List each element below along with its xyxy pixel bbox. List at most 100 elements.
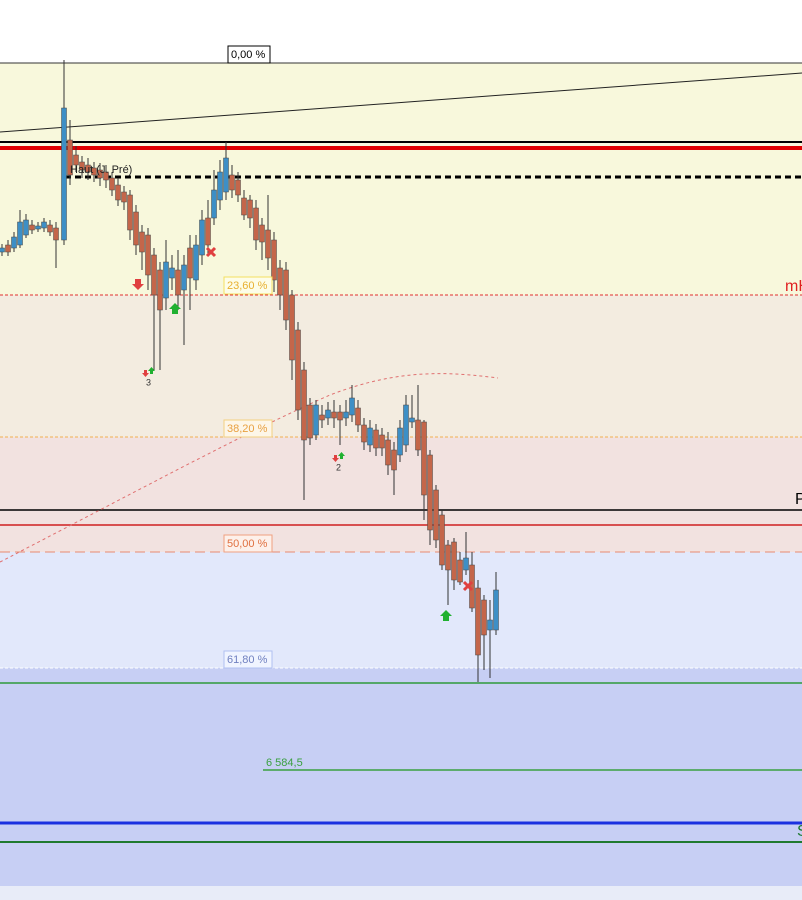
candle-body <box>265 229 271 259</box>
sell-arrow <box>142 370 149 377</box>
candle-body <box>451 541 457 581</box>
candle-body <box>199 219 205 256</box>
candle-body <box>481 599 487 636</box>
candle-body <box>403 404 409 446</box>
moving-average <box>0 373 499 563</box>
fib-label-box <box>227 45 271 64</box>
fib-label-box <box>223 534 273 553</box>
candle-body <box>307 404 313 439</box>
candle-body <box>493 589 499 631</box>
signal-count: 2 <box>336 462 341 472</box>
candle-body <box>133 211 139 246</box>
candle-body <box>241 197 247 216</box>
candle-body <box>139 231 145 253</box>
candle-body <box>73 154 79 166</box>
sell-arrow <box>132 279 144 290</box>
candle-body <box>487 619 493 631</box>
candle-body <box>29 224 35 231</box>
candle-body <box>325 409 331 419</box>
fib-label: 50,00 % <box>227 538 268 550</box>
candle-body <box>331 411 337 419</box>
candle-body <box>145 234 151 276</box>
candles <box>0 60 499 682</box>
candle-body <box>463 557 469 571</box>
sell-arrow <box>332 455 339 462</box>
candle-body <box>439 514 445 566</box>
candle-body <box>355 407 361 426</box>
candle-body <box>475 587 481 656</box>
candle-body <box>259 224 265 243</box>
candle-body <box>277 267 283 296</box>
candle-body <box>23 219 29 236</box>
buy-arrow <box>148 367 155 374</box>
trend-line <box>0 72 802 133</box>
candle-body <box>445 544 451 571</box>
candle-body <box>427 454 433 531</box>
candle-body <box>361 424 367 443</box>
candle-body <box>283 269 289 321</box>
candle-body <box>41 221 47 229</box>
buy-arrow <box>440 610 452 621</box>
candle-body <box>193 244 199 281</box>
candle-body <box>379 434 385 449</box>
fib-label-box <box>223 276 273 295</box>
exit-mark <box>205 246 217 258</box>
candle-body <box>91 167 97 176</box>
candle-body <box>109 177 115 191</box>
candle-body <box>229 174 235 191</box>
candle-body <box>187 247 193 279</box>
fib-label: 0,00 % <box>231 49 265 61</box>
zone <box>0 552 802 668</box>
candle-body <box>223 157 229 193</box>
candle-body <box>421 421 427 496</box>
candle-body <box>349 397 355 416</box>
candle-body <box>11 236 17 249</box>
zone <box>0 668 802 886</box>
mh-label: mH <box>785 278 802 295</box>
candle-body <box>253 207 259 241</box>
candle-body <box>397 427 403 456</box>
signal-count: 3 <box>146 377 151 387</box>
candle-body <box>211 189 217 219</box>
candle-body <box>157 269 163 311</box>
buy-arrow <box>169 303 181 314</box>
candle-body <box>319 414 325 421</box>
candle-body <box>409 417 415 423</box>
fib-label: 61,80 % <box>227 654 268 666</box>
candle-body <box>373 429 379 449</box>
candle-body <box>17 221 23 246</box>
fib-label: 38,20 % <box>227 423 268 435</box>
candle-body <box>433 489 439 541</box>
candle-body <box>205 217 211 246</box>
candle-body <box>103 171 109 181</box>
fib-label-box <box>223 419 273 438</box>
candle-body <box>127 194 133 231</box>
candle-body <box>295 329 301 411</box>
candle-body <box>271 239 277 281</box>
candle-body <box>301 369 307 441</box>
candle-body <box>5 244 11 253</box>
price-label: 6 584,5 <box>266 757 303 769</box>
candle-body <box>247 199 253 219</box>
zone <box>0 295 802 437</box>
candle-body <box>53 227 59 241</box>
candle-body <box>121 191 127 203</box>
candle-body <box>85 164 91 173</box>
exit-mark <box>462 580 474 592</box>
candle-body <box>175 269 181 296</box>
candle-body <box>169 267 175 279</box>
prev-high-label: Haut (J. Pré) <box>70 164 132 176</box>
candle-body <box>47 224 53 233</box>
candle-body <box>415 419 421 451</box>
buy-arrow <box>338 452 345 459</box>
support-label: S <box>797 823 802 840</box>
candle-body <box>97 169 103 179</box>
candle-body <box>343 411 349 419</box>
fib-label-box <box>223 650 273 669</box>
candle-body <box>163 261 169 299</box>
candle-body <box>457 559 463 583</box>
candle-body <box>313 404 319 436</box>
candle-body <box>217 171 223 201</box>
pivot-label: P <box>795 491 802 508</box>
